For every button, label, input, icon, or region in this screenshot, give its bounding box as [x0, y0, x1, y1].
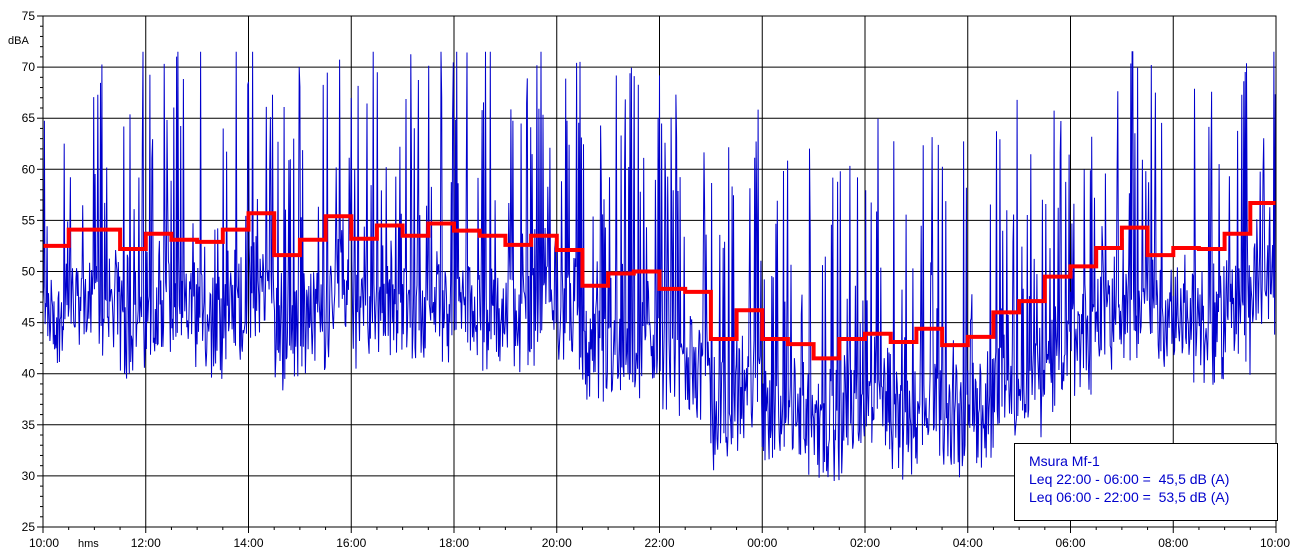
y-tick-label: 35 [22, 418, 36, 432]
lp-series [42, 51, 1276, 482]
x-tick-label: 12:00 [131, 536, 161, 550]
axes [37, 15, 1277, 533]
lp-trace [42, 51, 1276, 482]
leq-series [43, 201, 1276, 361]
y-tick-label: 75 [22, 9, 36, 23]
x-axis-unit: hms [78, 538, 99, 550]
x-tick-label: 14:00 [233, 536, 263, 550]
x-tick-label: 20:00 [542, 536, 572, 550]
x-tick-label: 18:00 [439, 536, 469, 550]
y-tick-label: 25 [22, 520, 36, 534]
y-tick-label: 30 [22, 469, 36, 483]
x-tick-label: 02:00 [850, 536, 880, 550]
legend-line-1: Msura Mf-1 [1029, 453, 1100, 469]
y-tick-label: 55 [22, 213, 36, 227]
legend-line-3: Leq 06:00 - 22:00 = 53,5 dB (A) [1029, 489, 1230, 505]
y-tick-label: 65 [22, 111, 36, 125]
x-tick-label: 22:00 [644, 536, 674, 550]
x-tick-label: 16:00 [336, 536, 366, 550]
y-axis-unit: dBA [8, 35, 29, 47]
x-tick-label: 10:00 [1260, 536, 1290, 550]
x-tick-label: 10:00 [29, 536, 59, 550]
legend: Msura Mf-1 Leq 22:00 - 06:00 = 45,5 dB (… [1014, 443, 1278, 521]
legend-line-2: Leq 22:00 - 06:00 = 45,5 dB (A) [1029, 471, 1230, 487]
leq-step-line [43, 201, 1276, 361]
x-tick-label: 04:00 [953, 536, 983, 550]
y-tick-label: 70 [22, 60, 36, 74]
y-tick-label: 60 [22, 162, 36, 176]
tick-labels: 25 30 35 40 45 50 55 60 65 70 75 dBA 10:00 12:00 14:00… [8, 9, 1290, 550]
x-tick-label: 08:00 [1158, 536, 1188, 550]
y-tick-label: 40 [22, 367, 36, 381]
x-tick-label: 06:00 [1055, 536, 1085, 550]
x-tick-label: 00:00 [747, 536, 777, 550]
y-tick-label: 45 [22, 316, 36, 330]
y-tick-label: 50 [22, 265, 36, 279]
